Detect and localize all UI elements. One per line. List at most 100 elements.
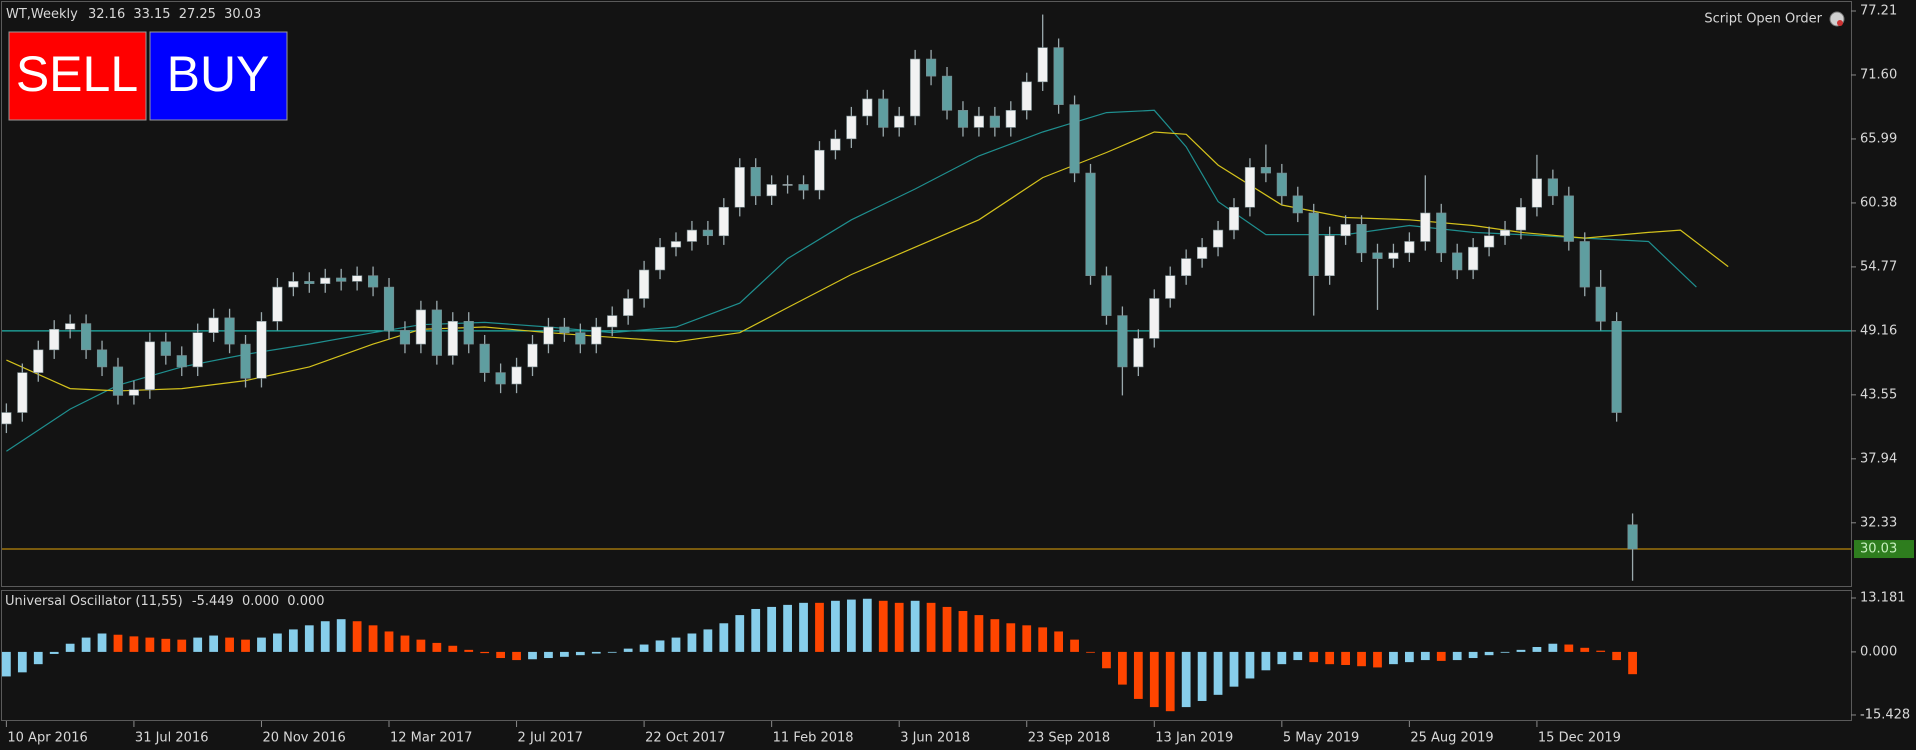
oscillator-bar: [65, 643, 75, 652]
buy-button-bg[interactable]: [149, 31, 288, 121]
script-icon: [1829, 11, 1845, 27]
candle-body: [798, 184, 809, 191]
oscillator-bar: [1596, 650, 1606, 652]
candle-body: [288, 281, 299, 288]
oscillator-bar: [480, 651, 490, 654]
candle-body: [639, 269, 650, 299]
candle-body: [495, 372, 506, 385]
candle-body: [112, 366, 124, 396]
oscillator-bar: [113, 634, 123, 652]
candle-body: [336, 277, 347, 282]
candle-body: [559, 326, 570, 334]
oscillator-bar: [894, 602, 904, 652]
candle-body: [878, 98, 889, 128]
oscillator-bar: [1022, 625, 1032, 652]
oscillator-bar: [990, 619, 1000, 652]
oscillator-bar: [1293, 651, 1303, 661]
buy-label[interactable]: BUY: [167, 46, 270, 102]
oscillator-bar: [1500, 651, 1510, 653]
oscillator-bar: [1229, 651, 1239, 687]
oscillator-bar: [687, 633, 697, 652]
oscillator-bar: [1341, 651, 1350, 665]
oscillator-bar: [544, 651, 553, 659]
candle-body: [925, 58, 937, 77]
candle-body: [1053, 47, 1064, 105]
candle-body: [734, 167, 745, 208]
oscillator-bar: [623, 648, 633, 652]
oscillator-bar: [751, 608, 761, 652]
candle-body: [702, 229, 713, 237]
oscillator-bar: [1548, 643, 1558, 652]
sell-label[interactable]: SELL: [16, 46, 138, 102]
y-tick-label: 71.60: [1860, 67, 1897, 82]
oscillator-bar: [1452, 651, 1462, 661]
oscillator-bar: [1309, 651, 1319, 663]
symbol: WT,Weekly: [6, 7, 78, 22]
candle-body: [1531, 178, 1543, 208]
oscillator-bar: [129, 636, 139, 652]
oscillator-bar: [81, 637, 91, 652]
candle-body: [1292, 195, 1303, 214]
candle-body: [910, 58, 921, 117]
osc-tick-label: 0.000: [1860, 644, 1897, 659]
oscillator-bar: [926, 602, 936, 652]
oscillator-bar: [320, 621, 330, 652]
oscillator-readout: 0.000: [287, 594, 324, 609]
oscillator-bar: [496, 651, 505, 659]
candle-body: [1228, 206, 1240, 231]
candle-body: [352, 275, 363, 282]
oscillator-bar: [1006, 623, 1016, 652]
candle-body: [973, 115, 984, 128]
candle-body: [1340, 224, 1351, 237]
candle-body: [176, 355, 187, 368]
candle-body: [1037, 47, 1048, 83]
oscillator-bar: [1038, 627, 1048, 652]
sell-button[interactable]: SELL: [8, 31, 147, 121]
candle-body: [1101, 275, 1112, 316]
oscillator-bar: [1070, 639, 1079, 652]
candle-body: [543, 326, 554, 345]
x-tick-label: 31 Jul 2016: [135, 731, 209, 746]
oscillator-bar: [1054, 631, 1064, 652]
oscillator-bar: [209, 635, 219, 652]
x-tick-label: 15 Dec 2019: [1538, 731, 1621, 746]
candle-body: [304, 281, 315, 284]
x-tick-label: 12 Mar 2017: [390, 731, 472, 746]
x-tick-label: 22 Oct 2017: [645, 731, 725, 746]
x-tick-label: 11 Feb 2018: [773, 731, 854, 746]
candle-body: [782, 184, 793, 186]
oscillator-bar: [448, 645, 458, 652]
candle-body: [479, 343, 490, 373]
x-tick-label: 2 Jul 2017: [518, 731, 583, 746]
candle-body: [750, 167, 761, 197]
oscillator-bar: [1245, 651, 1255, 679]
oscillator-bar: [1261, 651, 1271, 671]
candle-body: [575, 332, 586, 345]
oscillator-bar: [846, 599, 856, 652]
candle-body: [256, 320, 267, 379]
candle-body: [447, 320, 458, 356]
candle-body: [1260, 167, 1271, 174]
candle-body: [1356, 224, 1367, 254]
oscillator-bar: [432, 642, 442, 652]
candle-body: [431, 309, 442, 356]
candle-body: [383, 286, 395, 331]
oscillator-bar: [591, 651, 601, 654]
x-tick-label: 20 Nov 2016: [262, 731, 345, 746]
oscillator-bar: [1564, 644, 1574, 652]
sell-button-bg[interactable]: [8, 31, 147, 121]
x-tick-label: 10 Apr 2016: [7, 731, 87, 746]
candle-body: [654, 246, 666, 271]
candle-body: [1308, 212, 1319, 276]
candle-body: [463, 320, 474, 345]
oscillator-bar: [1197, 651, 1207, 701]
y-tick-label: 49.16: [1860, 323, 1897, 338]
oscillator-bar: [655, 640, 665, 652]
oscillator-bar: [161, 638, 171, 652]
oscillator-bar: [1165, 651, 1175, 712]
buy-button[interactable]: BUY: [149, 31, 288, 121]
candle-body: [1165, 275, 1176, 299]
candle-body: [1420, 212, 1431, 242]
oscillator-bar: [1, 651, 11, 677]
